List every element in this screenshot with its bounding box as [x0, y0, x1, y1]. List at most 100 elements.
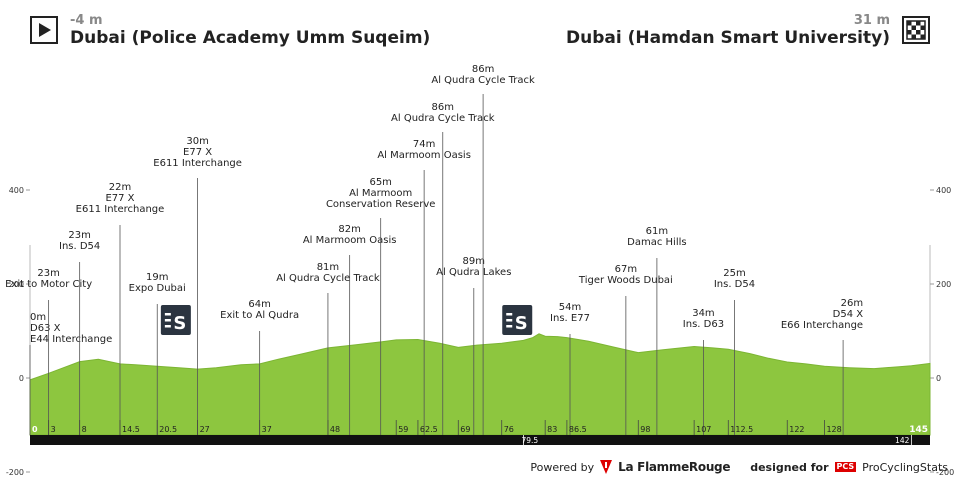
finish-location: Dubai (Hamdan Smart University) — [566, 28, 890, 48]
point-name-label: Tiger Woods Dubai — [578, 275, 673, 286]
point-elevation-label: 34m — [692, 308, 714, 319]
y-tick-label-right: 200 — [936, 280, 951, 289]
powered-by-text: Powered by — [530, 460, 595, 474]
footer: Powered by La FlammeRouge designed for P… — [530, 460, 948, 474]
point-elevation-label: 74m — [413, 139, 435, 150]
km-tick-label: 98 — [640, 425, 650, 434]
procyclingstats-brand[interactable]: ProCyclingStats — [862, 460, 948, 474]
km-tick-label: 69 — [460, 425, 470, 434]
point-elevation-label: 19m — [146, 272, 168, 283]
y-tick-label-left: 0 — [19, 374, 24, 383]
km-tick-label: 8 — [82, 425, 87, 434]
km-end-label: 145 — [909, 425, 928, 435]
point-elevation-label: 67m — [615, 264, 637, 275]
point-name-label: Damac Hills — [627, 237, 686, 248]
point-name-label: Ins. D63 — [683, 319, 724, 330]
sprint-icon: S — [160, 305, 191, 335]
point-name-label: Ins. D54 — [714, 279, 755, 290]
point-elevation-label: 64m — [248, 299, 270, 310]
point-name-label: Exit to Motor City — [5, 279, 92, 290]
point-elevation-label: 22m — [109, 182, 131, 193]
point-name-label: Expo Dubai — [129, 283, 186, 294]
pcs-badge: PCS — [834, 462, 857, 472]
point-name-label: Al Marmoom Oasis — [303, 235, 397, 246]
point-name-label: Al Qudra Cycle Track — [431, 75, 535, 86]
sprint-icon-bar — [164, 313, 171, 316]
play-icon — [30, 16, 58, 44]
km-tick-label: 107 — [696, 425, 711, 434]
km-tick-label: 27 — [200, 425, 210, 434]
start-location: Dubai (Police Academy Umm Suqeim) — [70, 28, 431, 48]
sprint-icon-bar — [164, 319, 171, 322]
point-name-label: Ins. E77 — [550, 313, 590, 324]
point-elevation-label: 61m — [646, 226, 668, 237]
point-name-label: Al Qudra Cycle Track — [276, 273, 380, 284]
sprint-icon-bar — [506, 325, 513, 328]
point-name-label: E77 X — [183, 147, 212, 158]
y-tick-label-left: -200 — [6, 468, 24, 477]
distance-bar-label: 142 — [895, 436, 910, 445]
sprint-icon-letter: S — [515, 313, 528, 334]
km-tick-label: 14.5 — [122, 425, 140, 434]
km-tick-label: 122 — [789, 425, 804, 434]
km-tick-label: 112.5 — [730, 425, 753, 434]
km-tick-label: 0 — [32, 425, 38, 434]
point-elevation-label: 86m — [472, 64, 494, 75]
point-elevation-label: 54m — [559, 302, 581, 313]
checkered-flag-icon — [902, 16, 930, 44]
point-elevation-label: 86m — [432, 102, 454, 113]
distance-bar — [30, 435, 930, 445]
point-name-label: Al Marmoom Oasis — [377, 150, 471, 161]
y-tick-label-left: 400 — [9, 186, 24, 195]
finish-elevation: 31 m — [853, 13, 890, 28]
sprint-icon-bar — [506, 313, 513, 316]
point-name-label: Al Qudra Lakes — [436, 267, 511, 278]
point-elevation-label: 26m — [841, 298, 863, 309]
point-name-label: Al Marmoom — [349, 188, 412, 199]
km-tick-label: 62.5 — [420, 425, 438, 434]
point-elevation-label: 23m — [68, 230, 90, 241]
y-tick-label-right: 0 — [936, 374, 941, 383]
point-name-label: Exit to Al Qudra — [220, 310, 299, 321]
point-elevation-label: 25m — [723, 268, 745, 279]
point-elevation-label: 89m — [463, 256, 485, 267]
point-name-label: E44 Interchange — [30, 334, 112, 345]
start-elevation: -4 m — [70, 13, 103, 28]
flame-rouge-logo-icon — [600, 460, 613, 474]
point-name-label: D63 X — [30, 323, 61, 334]
km-tick-label: 3 — [51, 425, 56, 434]
point-elevation-label: 82m — [338, 224, 360, 235]
point-name-label: E66 Interchange — [781, 320, 863, 331]
point-name-label: Conservation Reserve — [326, 199, 436, 210]
y-tick-label-left: 200 — [9, 280, 24, 289]
sprint-icon-letter: S — [173, 313, 186, 334]
point-name-label: E77 X — [105, 193, 134, 204]
km-tick-label: 59 — [398, 425, 408, 434]
km-tick-label: 86.5 — [569, 425, 587, 434]
profile-area — [29, 333, 931, 436]
point-name-label: E611 Interchange — [76, 204, 165, 215]
km-tick-label: 83 — [547, 425, 557, 434]
km-tick-label: 37 — [262, 425, 272, 434]
point-name-label: Al Qudra Cycle Track — [391, 113, 495, 124]
distance-bar-label: 79.5 — [521, 436, 538, 445]
designed-for-text: designed for — [750, 460, 829, 474]
point-elevation-label: 23m — [37, 268, 59, 279]
la-flamme-rouge-brand[interactable]: La FlammeRouge — [618, 460, 731, 474]
y-tick-label-right: -200 — [936, 468, 954, 477]
sprint-icon-bar — [164, 325, 171, 328]
sprint-icon-bar — [506, 319, 513, 322]
sprint-icon: S — [502, 305, 533, 335]
y-tick-label-right: 400 — [936, 186, 951, 195]
point-elevation-label: 81m — [317, 262, 339, 273]
point-elevation-label: 65m — [369, 177, 391, 188]
km-tick-label: 128 — [826, 425, 841, 434]
point-elevation-label: 0m — [30, 312, 46, 323]
point-elevation-label: 30m — [186, 136, 208, 147]
km-tick-label: 48 — [330, 425, 340, 434]
km-tick-label: 76 — [504, 425, 514, 434]
km-tick-label: 20.5 — [159, 425, 177, 434]
point-name-label: D54 X — [833, 309, 864, 320]
point-name-label: Ins. D54 — [59, 241, 100, 252]
